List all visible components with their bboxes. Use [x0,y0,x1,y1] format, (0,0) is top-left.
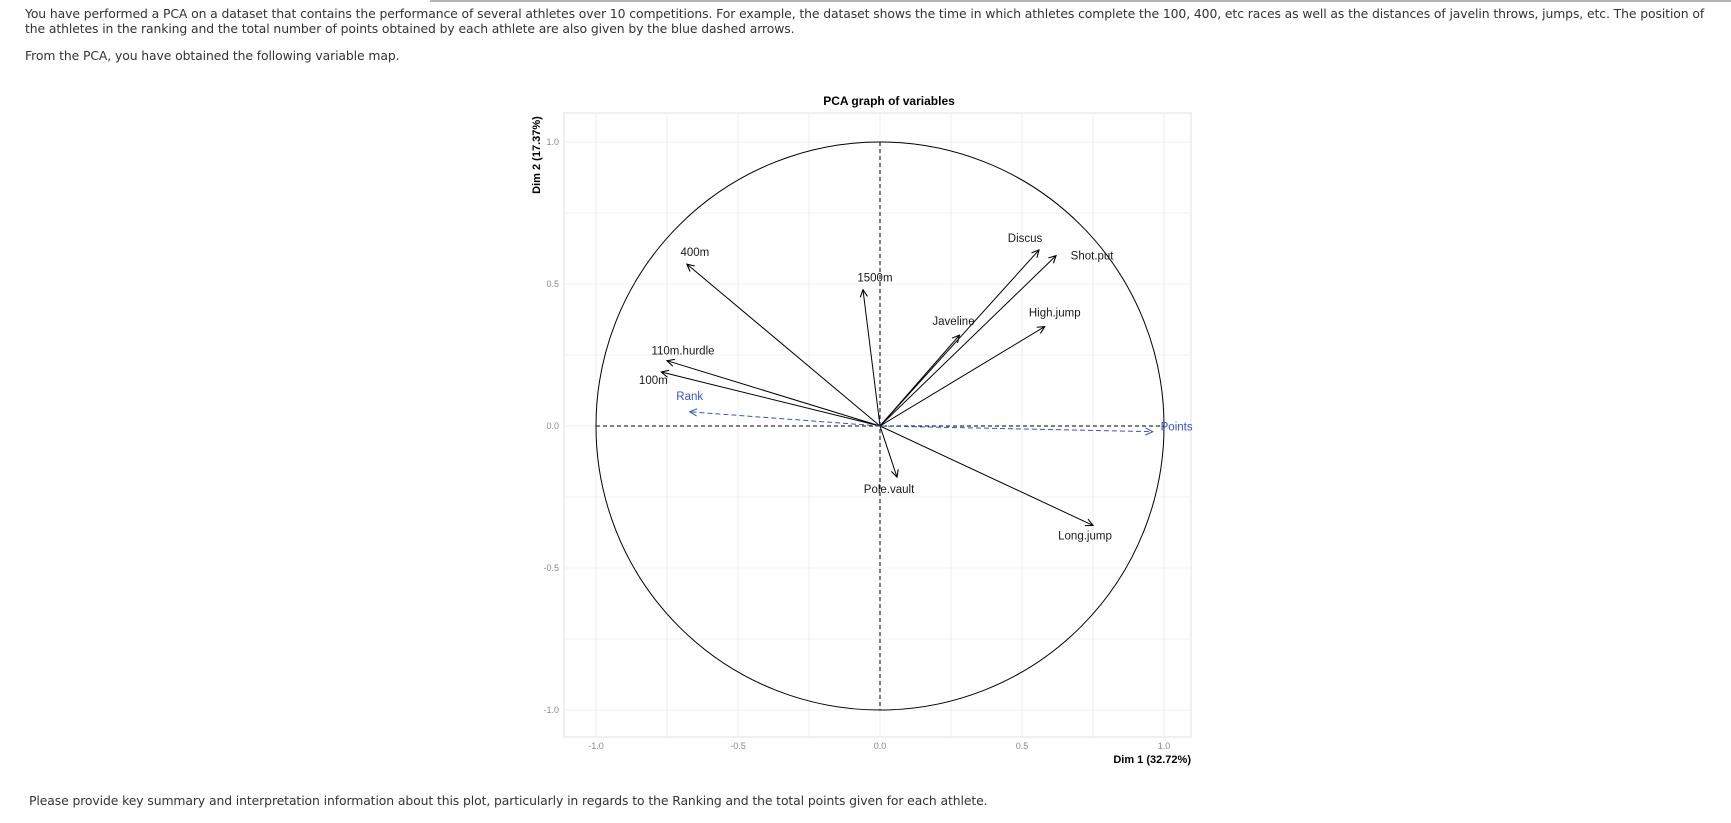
y-tick: 0.5 [546,279,559,289]
arrow-pole-vault: Pole.vault [864,425,915,496]
arrow-label: 110m.hurdle [651,346,714,358]
arrow-label: Pole.vault [864,484,915,496]
arrow-line [661,372,881,427]
arrow-label: 400m [680,247,709,259]
arrow-javeline: Javeline [879,316,975,427]
chart-title: PCA graph of variables [823,94,955,108]
arrow-rank: Rank [676,391,881,427]
arrow-label: Javeline [932,316,974,328]
y-tick: -0.5 [543,563,559,573]
arrow-line [863,290,881,427]
arrow-line [879,425,897,477]
arrow-label: 100m [639,375,668,387]
x-tick: 0.5 [1016,741,1029,751]
arrow-line [667,361,881,427]
arrow-line [879,425,1093,525]
x-tick: -0.5 [730,741,746,751]
arrow-label: Rank [676,391,703,403]
arrow-label: 1500m [857,273,892,285]
plot-panel: 400m 1500m 110m.hurdle 100m Discus Shot.put Hi… [563,112,1193,738]
arrow-line [687,264,881,427]
arrow-line [879,335,960,427]
arrow-label: Shot.put [1071,251,1115,263]
intro-text: You have performed a PCA on a dataset th… [25,6,1715,63]
x-tick: 0.0 [874,741,887,751]
x-axis-label: Dim 1 (32.72%) [1113,754,1191,766]
arrow-label: High.jump [1029,308,1081,320]
arrow-label: Points [1161,422,1193,434]
arrow-high-jump: High.jump [879,308,1081,427]
arrow-1500m: 1500m [857,273,893,427]
question-text: Please provide key summary and interpret… [29,793,988,808]
arrow-shot-put: Shot.put [879,251,1115,427]
y-tick-labels: 1.0 0.5 0.0 -0.5 -1.0 [543,137,559,715]
y-tick: -1.0 [543,705,559,715]
intro-paragraph-1: You have performed a PCA on a dataset th… [25,6,1705,36]
top-divider [430,0,1731,2]
arrow-100m: 100m [639,372,881,427]
y-tick: 1.0 [546,137,559,147]
arrow-points: Points [879,422,1193,434]
arrow-label: Long.jump [1058,530,1112,542]
y-axis-label: Dim 2 (17.37%) [531,116,543,194]
arrow-label: Discus [1008,233,1043,245]
arrow-long-jump: Long.jump [879,425,1112,542]
x-tick: 1.0 [1158,741,1171,751]
arrow-line [879,425,1153,432]
variable-arrows: 400m 1500m 110m.hurdle 100m Discus Shot.put Hi… [639,233,1193,542]
y-tick: 0.0 [546,421,559,431]
arrow-110m-hurdle: 110m.hurdle [651,346,881,427]
intro-paragraph-2: From the PCA, you have obtained the foll… [25,48,400,63]
arrow-400m: 400m [680,247,881,427]
arrow-line [879,256,1056,427]
x-tick: -1.0 [588,741,604,751]
x-tick-labels: -1.0 -0.5 0.0 0.5 1.0 [588,741,1170,751]
arrow-line [879,327,1045,427]
